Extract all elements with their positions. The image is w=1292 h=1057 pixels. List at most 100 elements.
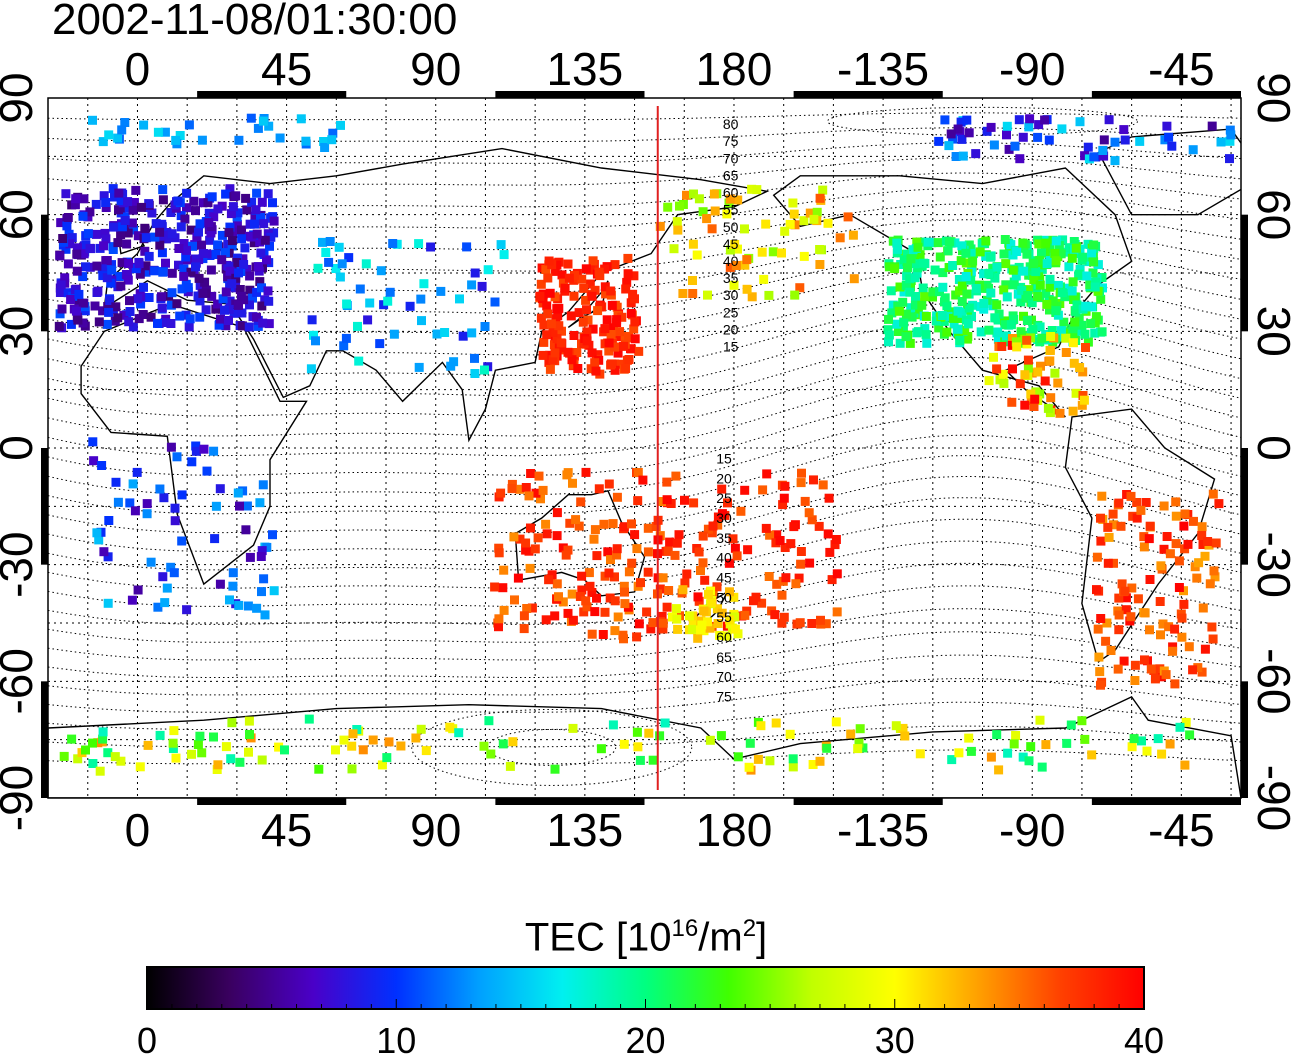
tec-cell (1000, 320, 1010, 330)
bottom-longitude-label: -45 (1148, 804, 1214, 856)
tec-cell (713, 619, 723, 628)
tec-cell (634, 619, 644, 629)
tec-cell (1103, 522, 1113, 532)
tec-cell (194, 273, 204, 283)
tec-cell (805, 558, 815, 568)
tec-cell (162, 234, 171, 244)
tec-cell (321, 248, 331, 257)
left-scale-bar-segment (41, 448, 48, 565)
tec-cell (260, 610, 270, 620)
tec-cell (954, 329, 964, 339)
tec-cell (621, 364, 631, 373)
tec-cell (797, 468, 806, 478)
tec-cell (100, 228, 110, 238)
tec-cell (1096, 536, 1106, 546)
tec-cell (796, 547, 806, 556)
tec-cell (663, 546, 673, 556)
tec-cell (211, 249, 221, 259)
tec-cell (887, 308, 897, 318)
tec-cell (703, 524, 713, 534)
tec-cell (954, 275, 964, 284)
tec-cell (979, 269, 989, 279)
tec-cell (1225, 125, 1235, 135)
tec-cell (1142, 746, 1152, 756)
tec-cell (757, 598, 767, 608)
contour-line (48, 749, 1241, 765)
tec-cell (1033, 367, 1043, 377)
tec-cell (543, 309, 553, 319)
tec-cell (917, 300, 927, 310)
tec-cell (1121, 593, 1131, 603)
tec-cell (245, 271, 255, 281)
tec-cell (136, 202, 146, 212)
tec-cell (922, 338, 932, 348)
tec-cell (170, 516, 180, 526)
tec-cell (1053, 378, 1063, 388)
colorbar-title: TEC [1016/m2] (524, 915, 768, 960)
tec-cell (800, 496, 810, 506)
tec-cell (1157, 749, 1167, 759)
tec-cell (1027, 298, 1037, 308)
tec-cell (1208, 634, 1218, 644)
tec-cell (971, 284, 981, 293)
tec-cell (1145, 575, 1155, 584)
tec-cell (135, 762, 145, 772)
tec-cell (1137, 736, 1146, 746)
tec-cell (796, 559, 806, 569)
tec-cell (1057, 288, 1067, 298)
tec-cell (632, 727, 642, 737)
tec-cell (906, 254, 916, 264)
tec-cell (678, 289, 688, 298)
tec-cell (1194, 558, 1204, 568)
right-latitude-label: 90 (1248, 72, 1292, 123)
tec-cell (244, 716, 254, 726)
tec-cell (515, 534, 525, 544)
tec-cell (79, 194, 89, 204)
tec-cell (938, 268, 948, 278)
tec-cell (1050, 248, 1060, 258)
tec-cell (794, 573, 804, 583)
tec-cell (1029, 402, 1039, 411)
tec-cell (1132, 498, 1142, 507)
tec-cell (541, 615, 551, 625)
tec-cell (306, 364, 316, 374)
tec-cell (587, 588, 597, 597)
tec-cell (114, 188, 124, 198)
tec-cell (898, 723, 908, 733)
tec-cell (238, 254, 248, 264)
tec-cell (1012, 247, 1022, 256)
contour-label: 80 (723, 116, 739, 132)
tec-cell (1156, 630, 1165, 640)
contour-label: 50 (723, 219, 739, 235)
tec-cell (147, 208, 157, 218)
tec-cell (314, 764, 324, 774)
tec-cell (684, 611, 694, 621)
tec-cell (610, 365, 620, 375)
tec-cell (1041, 740, 1051, 750)
tec-cell (1156, 561, 1166, 571)
tec-cell (172, 452, 182, 462)
tec-cell (158, 195, 168, 205)
tec-cell (657, 611, 667, 621)
top-longitude-label: 180 (696, 43, 773, 95)
tec-cell (78, 211, 88, 221)
south-pole-oval (487, 728, 617, 766)
tec-cell (414, 239, 424, 249)
tec-cell (237, 234, 247, 244)
tec-cell (117, 258, 127, 268)
tec-cell (88, 738, 97, 748)
tec-cell (133, 294, 143, 304)
tec-cell (313, 263, 323, 273)
tec-cell (239, 260, 249, 269)
tec-cell (1114, 498, 1124, 508)
tec-cell (1018, 752, 1028, 762)
tec-cell (733, 629, 743, 639)
tec-cell (605, 593, 615, 603)
tec-cell (1015, 379, 1025, 389)
tec-cell (153, 602, 163, 612)
tec-cell (182, 245, 191, 255)
tec-cell (509, 532, 519, 542)
tec-cell (85, 262, 95, 272)
map-plot-area: 8075706560555045403530252015152025303540… (0, 43, 1292, 856)
tec-cell (146, 557, 156, 567)
